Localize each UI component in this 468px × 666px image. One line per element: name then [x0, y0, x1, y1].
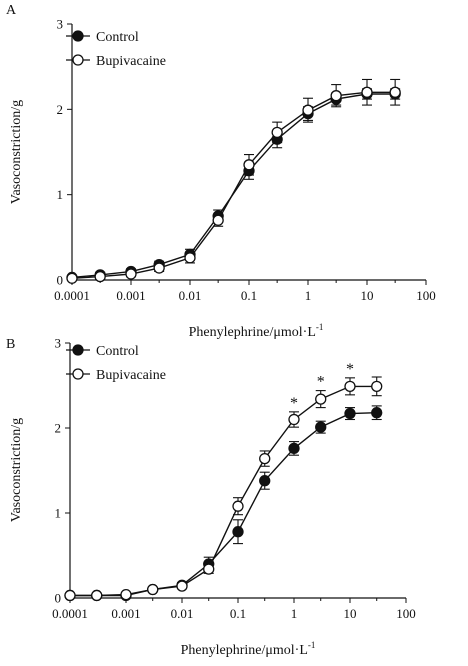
data-point-bupivacaine: [233, 501, 243, 511]
data-point-bupivacaine: [362, 87, 372, 97]
y-axis-title: Vasoconstriction/g: [9, 100, 24, 204]
data-point-control: [233, 527, 243, 537]
data-point-bupivacaine: [177, 581, 187, 591]
data-point-bupivacaine: [331, 91, 341, 101]
x-tick-label: 100: [416, 288, 436, 303]
data-point-bupivacaine: [316, 394, 326, 404]
data-point-bupivacaine: [121, 590, 131, 600]
data-point-bupivacaine: [345, 381, 355, 391]
panel-label: B: [6, 337, 15, 352]
x-tick-label: 0.1: [241, 288, 257, 303]
data-point-bupivacaine: [272, 127, 282, 137]
x-axis-title-main: Phenylephrine/μmol·L: [181, 643, 308, 658]
legend-entry-control: Control: [66, 344, 139, 359]
data-point-bupivacaine: [65, 590, 75, 600]
series-line-control: [72, 94, 395, 277]
x-tick-label: 10: [344, 606, 357, 621]
x-tick-label: 0.001: [111, 606, 140, 621]
data-point-bupivacaine: [148, 585, 158, 595]
significance-asterisk: *: [346, 361, 354, 378]
x-axis-title-superscript: -1: [308, 640, 316, 650]
y-tick-label: 2: [55, 421, 62, 436]
x-axis-title-main: Phenylephrine/μmol·L: [189, 325, 316, 340]
data-point-control: [289, 443, 299, 453]
data-point-bupivacaine: [390, 87, 400, 97]
x-tick-label: 100: [396, 606, 416, 621]
x-tick-label: 0.0001: [52, 606, 88, 621]
x-tick-label: 0.001: [116, 288, 145, 303]
data-point-bupivacaine: [289, 415, 299, 425]
panel-label: A: [6, 3, 17, 18]
legend-label: Bupivacaine: [96, 368, 166, 383]
legend-marker: [73, 369, 83, 379]
x-axis-title: Phenylephrine/μmol·L-1: [189, 322, 324, 340]
legend-marker: [73, 345, 83, 355]
x-tick-label: 0.01: [171, 606, 194, 621]
legend-label: Control: [96, 30, 139, 45]
data-point-control: [260, 476, 270, 486]
data-point-control: [372, 408, 382, 418]
legend-entry-control: Control: [66, 30, 139, 45]
y-tick-label: 0: [55, 591, 62, 606]
legend-label: Bupivacaine: [96, 54, 166, 69]
data-point-bupivacaine: [244, 160, 254, 170]
x-tick-label: 0.0001: [54, 288, 90, 303]
data-point-bupivacaine: [213, 215, 223, 225]
x-tick-label: 10: [361, 288, 374, 303]
legend-entry-bupivacaine: Bupivacaine: [66, 54, 166, 69]
data-point-bupivacaine: [372, 381, 382, 391]
data-point-bupivacaine: [154, 263, 164, 273]
data-point-control: [345, 409, 355, 419]
panel-a: A Vasoconstriction/g Phenylephrine/μmol·…: [6, 3, 436, 340]
data-point-bupivacaine: [67, 273, 77, 283]
data-point-bupivacaine: [260, 454, 270, 464]
data-point-bupivacaine: [185, 253, 195, 263]
y-tick-label: 3: [57, 17, 64, 32]
y-tick-label: 1: [57, 187, 64, 202]
x-axis-title-superscript: -1: [316, 322, 324, 332]
legend-marker: [73, 55, 83, 65]
legend-marker: [73, 31, 83, 41]
legend-label: Control: [96, 344, 139, 359]
x-tick-label: 1: [305, 288, 312, 303]
series-line-bupivacaine: [72, 92, 395, 278]
y-tick-label: 1: [55, 506, 62, 521]
data-point-bupivacaine: [204, 564, 214, 574]
y-tick-label: 2: [57, 102, 64, 117]
series-line-bupivacaine: [70, 386, 377, 595]
panel-b: B Vasoconstriction/g Phenylephrine/μmol·…: [6, 336, 416, 659]
data-point-bupivacaine: [126, 269, 136, 279]
legend-entry-bupivacaine: Bupivacaine: [66, 368, 166, 383]
data-point-bupivacaine: [92, 590, 102, 600]
x-tick-label: 1: [291, 606, 298, 621]
y-axis-title: Vasoconstriction/g: [9, 418, 24, 522]
y-tick-label: 3: [55, 336, 62, 351]
significance-asterisk: *: [290, 395, 298, 412]
significance-asterisk: *: [317, 374, 325, 391]
x-tick-label: 0.1: [230, 606, 246, 621]
x-axis-title: Phenylephrine/μmol·L-1: [181, 640, 316, 658]
x-tick-label: 0.01: [179, 288, 202, 303]
data-point-control: [316, 422, 326, 432]
y-tick-label: 0: [57, 273, 64, 288]
data-point-bupivacaine: [95, 272, 105, 282]
data-point-bupivacaine: [303, 105, 313, 115]
series-line-control: [70, 413, 377, 596]
